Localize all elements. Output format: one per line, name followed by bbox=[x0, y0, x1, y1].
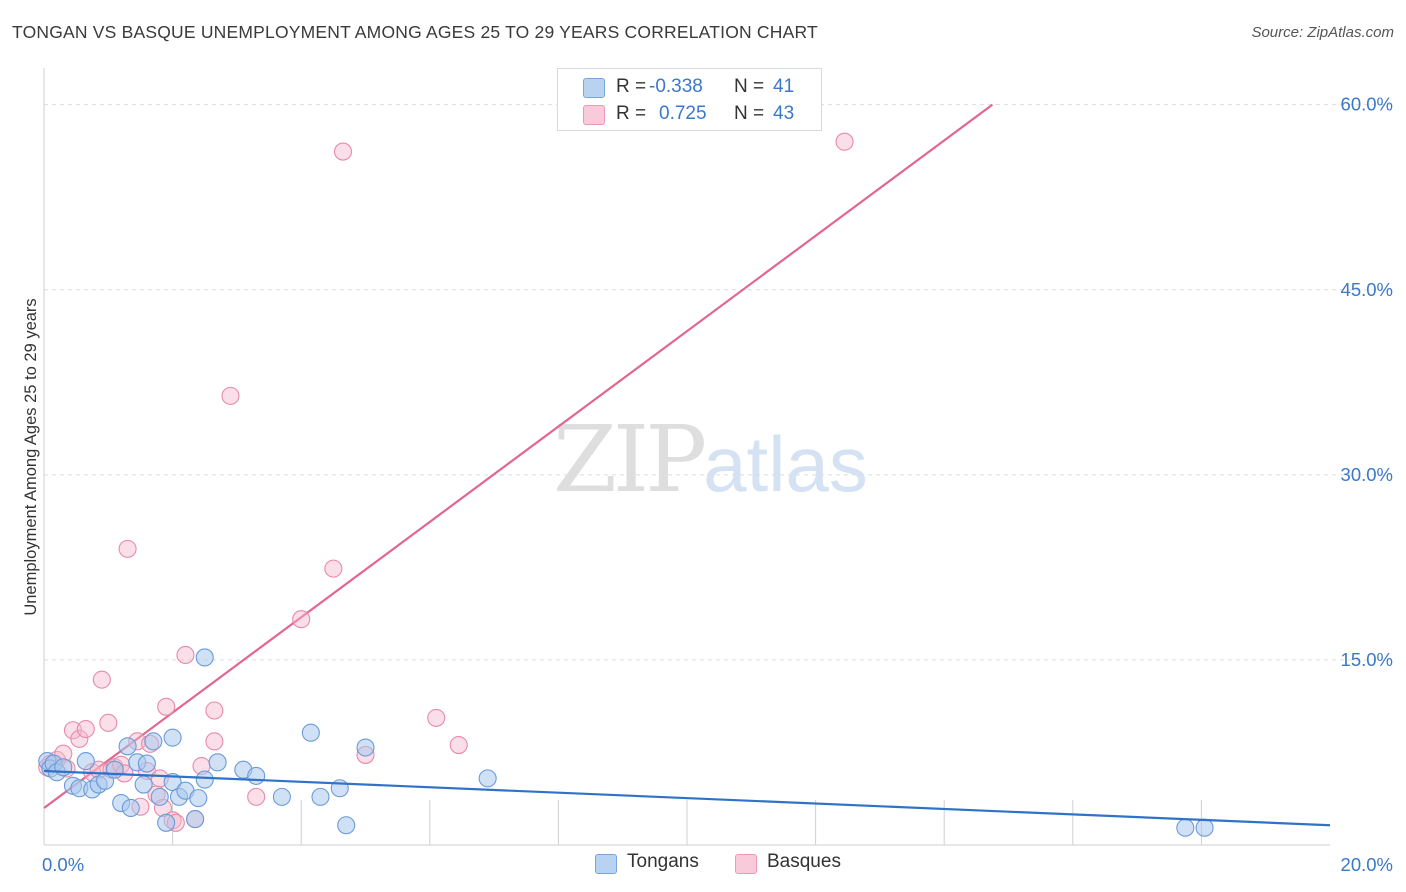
tongans-r-value: -0.338 bbox=[649, 76, 703, 97]
basques-point bbox=[292, 610, 311, 629]
y-tick-label: 15.0% bbox=[1341, 649, 1393, 670]
source-credit[interactable]: Source: ZipAtlas.com bbox=[1251, 24, 1394, 41]
basques-point bbox=[427, 708, 446, 727]
tongans-trend-line bbox=[43, 769, 1331, 827]
basques-n-value: 43 bbox=[773, 103, 795, 124]
tick-labels: 15.0% 30.0% 45.0% 60.0% 0.0% 20.0% bbox=[42, 94, 1393, 875]
basques-trend-line bbox=[43, 103, 994, 809]
tongans-point bbox=[195, 648, 214, 667]
y-tick-label: 60.0% bbox=[1341, 94, 1393, 115]
basques-point bbox=[176, 645, 195, 665]
basques-point bbox=[99, 713, 118, 732]
tongans-points bbox=[38, 648, 1214, 837]
tongans-point bbox=[76, 752, 95, 771]
tongans-point bbox=[247, 766, 266, 785]
basques-point bbox=[157, 697, 176, 716]
basques-point bbox=[205, 701, 224, 720]
basques-point bbox=[449, 736, 468, 755]
tongans-point bbox=[311, 787, 330, 806]
tongans-point bbox=[478, 769, 497, 788]
tongans-legend-label: Tongans bbox=[627, 851, 699, 872]
chart-title: TONGAN VS BASQUE UNEMPLOYMENT AMONG AGES… bbox=[12, 22, 818, 42]
tongans-point bbox=[163, 728, 182, 747]
tongans-point bbox=[134, 775, 153, 794]
tongans-r-label: R = bbox=[616, 76, 647, 97]
tongans-point bbox=[208, 753, 227, 772]
tongans-point bbox=[137, 754, 156, 773]
basques-swatch bbox=[583, 105, 605, 125]
axes bbox=[43, 68, 1330, 846]
tongans-point bbox=[1195, 818, 1214, 837]
basques-point bbox=[92, 670, 111, 689]
basques-point bbox=[333, 142, 353, 161]
watermark-atlas: atlas bbox=[703, 420, 868, 508]
basques-point bbox=[118, 539, 137, 558]
basques-r-value: 0.725 bbox=[659, 103, 707, 124]
basques-points bbox=[38, 132, 854, 832]
basques-point bbox=[221, 386, 240, 405]
correlation-legend: R = -0.338 N = 41 R = 0.725 N = 43 bbox=[557, 68, 822, 131]
basques-point bbox=[247, 787, 266, 806]
basques-point bbox=[76, 719, 95, 739]
basques-point bbox=[205, 732, 224, 751]
basques-point bbox=[70, 729, 89, 748]
tongans-point bbox=[150, 787, 169, 806]
x-tick-label: 20.0% bbox=[1341, 854, 1393, 875]
basques-n-label: N = bbox=[734, 103, 765, 124]
tongans-legend-swatch bbox=[595, 854, 617, 874]
tongans-point bbox=[144, 732, 163, 751]
y-tick-label: 45.0% bbox=[1341, 279, 1393, 300]
basques-trend-layer bbox=[43, 103, 994, 809]
tongans-point bbox=[54, 758, 73, 777]
tongans-trend-layer bbox=[43, 769, 1331, 827]
tongans-point bbox=[337, 816, 356, 835]
tongans-point bbox=[157, 813, 176, 832]
tongans-point bbox=[1176, 818, 1195, 837]
tongans-n-label: N = bbox=[734, 76, 765, 97]
tongans-point bbox=[356, 738, 375, 757]
basques-legend-label: Basques bbox=[767, 851, 841, 872]
x-tick-label: 0.0% bbox=[42, 854, 84, 875]
tongans-point bbox=[105, 760, 124, 779]
tongans-swatch bbox=[583, 78, 605, 98]
tongans-point bbox=[301, 723, 320, 742]
tongans-n-value: 41 bbox=[773, 76, 795, 97]
grid bbox=[44, 104, 1392, 845]
y-tick-label: 30.0% bbox=[1341, 464, 1393, 485]
tongans-point bbox=[121, 798, 140, 818]
basques-point bbox=[835, 132, 854, 151]
tongans-point bbox=[186, 810, 205, 829]
tongans-point bbox=[272, 787, 291, 806]
basques-legend-swatch bbox=[735, 854, 757, 874]
watermark-zip: ZIP bbox=[553, 406, 707, 513]
basques-r-label: R = bbox=[616, 103, 647, 124]
tongans-point bbox=[118, 737, 137, 756]
watermark: ZIPatlas bbox=[553, 406, 868, 513]
y-axis-label: Unemployment Among Ages 25 to 29 years bbox=[22, 298, 40, 615]
basques-point bbox=[324, 559, 343, 578]
tongans-point bbox=[195, 770, 214, 789]
tongans-point bbox=[189, 789, 208, 808]
